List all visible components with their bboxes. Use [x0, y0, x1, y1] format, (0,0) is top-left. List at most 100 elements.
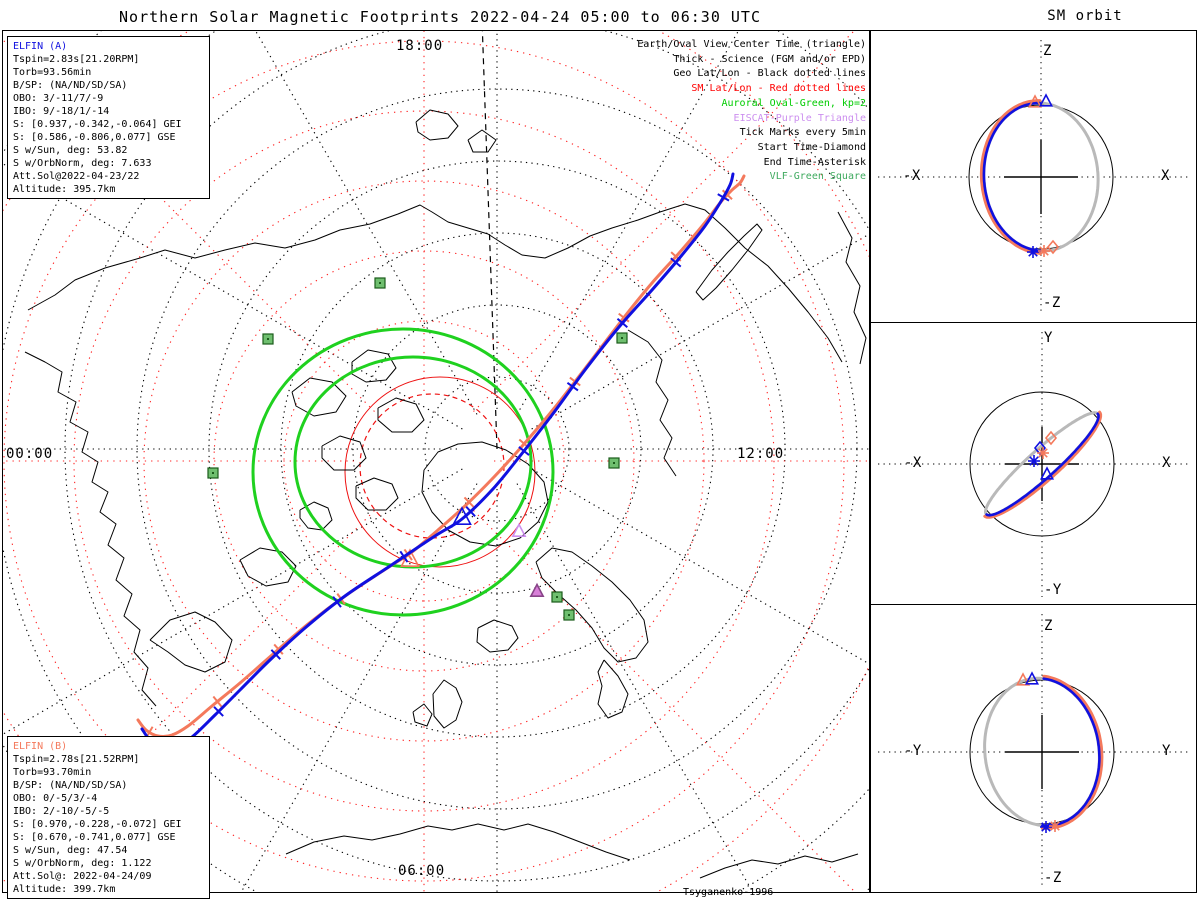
coastline — [321, 435, 367, 471]
geo-meridian — [255, 31, 478, 415]
elfin-a-lines: Tspin=2.83s[21.20RPM] Torb=93.56min B/SP: … — [13, 53, 209, 196]
vlf-square-dot — [568, 614, 570, 616]
mlt-label-06:00: 06:00 — [398, 863, 446, 879]
axis-label-Z: Z — [1043, 43, 1052, 59]
info-line: B/SP: (NA/ND/SD/SA) — [13, 80, 128, 91]
coastline — [432, 679, 463, 729]
geo-meridian — [240, 483, 478, 892]
orbit-asterisk-marker — [1028, 247, 1038, 257]
elfin-b-header: ELFIN (B) — [13, 741, 68, 752]
info-line: Altitude: 395.7km — [13, 184, 116, 195]
sm-orbit-panel — [878, 614, 1189, 885]
coastline — [24, 351, 157, 707]
legend-line: SM Lat/Lon - Red dotted lines — [691, 83, 866, 95]
orbit-triangle-marker — [1024, 671, 1040, 685]
track-5min-tick — [566, 382, 579, 392]
coastline — [412, 703, 433, 727]
geo-meridian — [516, 31, 739, 415]
track-5min-tick — [332, 596, 342, 608]
axis-label--Z: -Z — [1044, 870, 1062, 886]
info-line: S w/Sun, deg: 53.82 — [13, 145, 128, 156]
coastline — [299, 501, 333, 531]
sm-radial — [3, 39, 375, 412]
sm-lat-circle — [3, 40, 845, 882]
orbit-elfin-a-near-side — [1041, 677, 1101, 827]
coastline — [837, 211, 867, 365]
coastline — [476, 619, 519, 653]
legend-line: Thick - Science (FGM and/or EPD) — [673, 53, 866, 65]
coastline — [535, 547, 649, 663]
axis-label--X: -X — [904, 455, 922, 471]
vlf-square-dot — [379, 282, 381, 284]
axis-label-Z: Z — [1044, 618, 1053, 634]
orbit-triangle-marker — [1039, 466, 1055, 480]
auroral-oval — [293, 355, 533, 569]
track-path — [140, 172, 735, 750]
elfin-b-lines: Tspin=2.78s[21.52RPM] Torb=93.70min B/SP: … — [13, 753, 209, 896]
orbit-elfin-a-near-side — [985, 412, 1100, 517]
orbit-diamond-marker — [1044, 430, 1058, 446]
orbit-triangle-marker — [1038, 93, 1054, 107]
info-line: Altitude: 399.7km — [13, 884, 116, 895]
sm-radial — [473, 31, 855, 412]
info-line: S w/OrbNorm, deg: 7.633 — [13, 158, 152, 169]
info-line: Tspin=2.78s[21.52RPM] — [13, 754, 140, 765]
axis-label--Y: -Y — [1044, 582, 1062, 598]
axis-label-Y: Y — [1044, 330, 1053, 346]
info-line: IBO: 2/-10/-5/-5 — [13, 806, 110, 817]
coastline — [149, 611, 233, 673]
info-line: Att.Sol@: 2022-04-24/09 — [13, 871, 152, 882]
info-line: S: [0.670,-0.741,0.077] GSE — [13, 832, 176, 843]
coastline — [421, 441, 549, 547]
legend-line: End Time-Asterisk — [763, 156, 866, 168]
info-line: IBO: 9/-18/1/-14 — [13, 106, 110, 117]
track-5min-tick — [618, 312, 630, 323]
orbit-triangle-marker — [1027, 94, 1043, 108]
track-5min-tick — [616, 318, 628, 329]
axis-label--X: -X — [903, 168, 921, 184]
earth-circle — [969, 391, 1115, 537]
orbit-triangle-marker — [1015, 672, 1031, 686]
track-5min-tick — [721, 189, 733, 200]
figure-title: Northern Solar Magnetic Footprints 2022-… — [119, 8, 761, 26]
orbit-asterisk-marker — [1039, 246, 1049, 256]
coastline — [699, 853, 859, 879]
coastlines — [24, 109, 867, 879]
vlf-square-dot — [556, 596, 558, 598]
track-path — [136, 174, 746, 738]
info-line: Torb=93.56min — [13, 67, 92, 78]
elfin-a-header: ELFIN (A) — [13, 41, 68, 52]
sm-lat-circle — [143, 180, 705, 742]
orbit-elfin-a-near-side — [982, 101, 1042, 253]
legend-line: Geo Lat/Lon - Black dotted lines — [673, 68, 866, 80]
track-5min-tick — [463, 496, 475, 508]
sm-orbit-panel-frame — [870, 604, 1197, 893]
orbit-elfin-b-near-side — [1040, 674, 1104, 830]
legend-line: EISCAT-Purple Triangle — [733, 112, 866, 124]
info-line: S: [0.970,-0.228,-0.072] GEI — [13, 819, 182, 830]
sm-lat-circle — [213, 250, 635, 672]
vlf-square-dot — [212, 472, 214, 474]
geo-dashed-meridian — [481, 31, 498, 450]
coastline — [597, 659, 629, 719]
geo-lat-circle — [352, 304, 642, 594]
info-line: Torb=93.70min — [13, 767, 92, 778]
info-line: S w/OrbNorm, deg: 1.122 — [13, 858, 152, 869]
track-5min-tick — [213, 706, 224, 717]
track-5min-tick — [270, 649, 282, 660]
track-5min-tick — [465, 506, 476, 517]
coastline — [351, 349, 397, 383]
coastline — [467, 129, 497, 153]
coastline — [695, 223, 763, 301]
legend-line: Start Time-Diamond — [757, 141, 866, 153]
view-center-time-triangle — [452, 506, 472, 526]
orbit-asterisk-marker — [1041, 822, 1051, 832]
info-line: Att.Sol@2022-04-23/22 — [13, 171, 140, 182]
orbit-asterisk-marker — [1038, 448, 1048, 458]
vlf-square-dot — [621, 337, 623, 339]
eiscat-triangle — [511, 522, 527, 538]
geo-meridian — [531, 468, 869, 665]
eiscat-triangle — [529, 582, 545, 598]
model-label: Tsyganenko-1996 — [683, 887, 774, 898]
legend-line: VLF-Green Square — [769, 171, 866, 183]
